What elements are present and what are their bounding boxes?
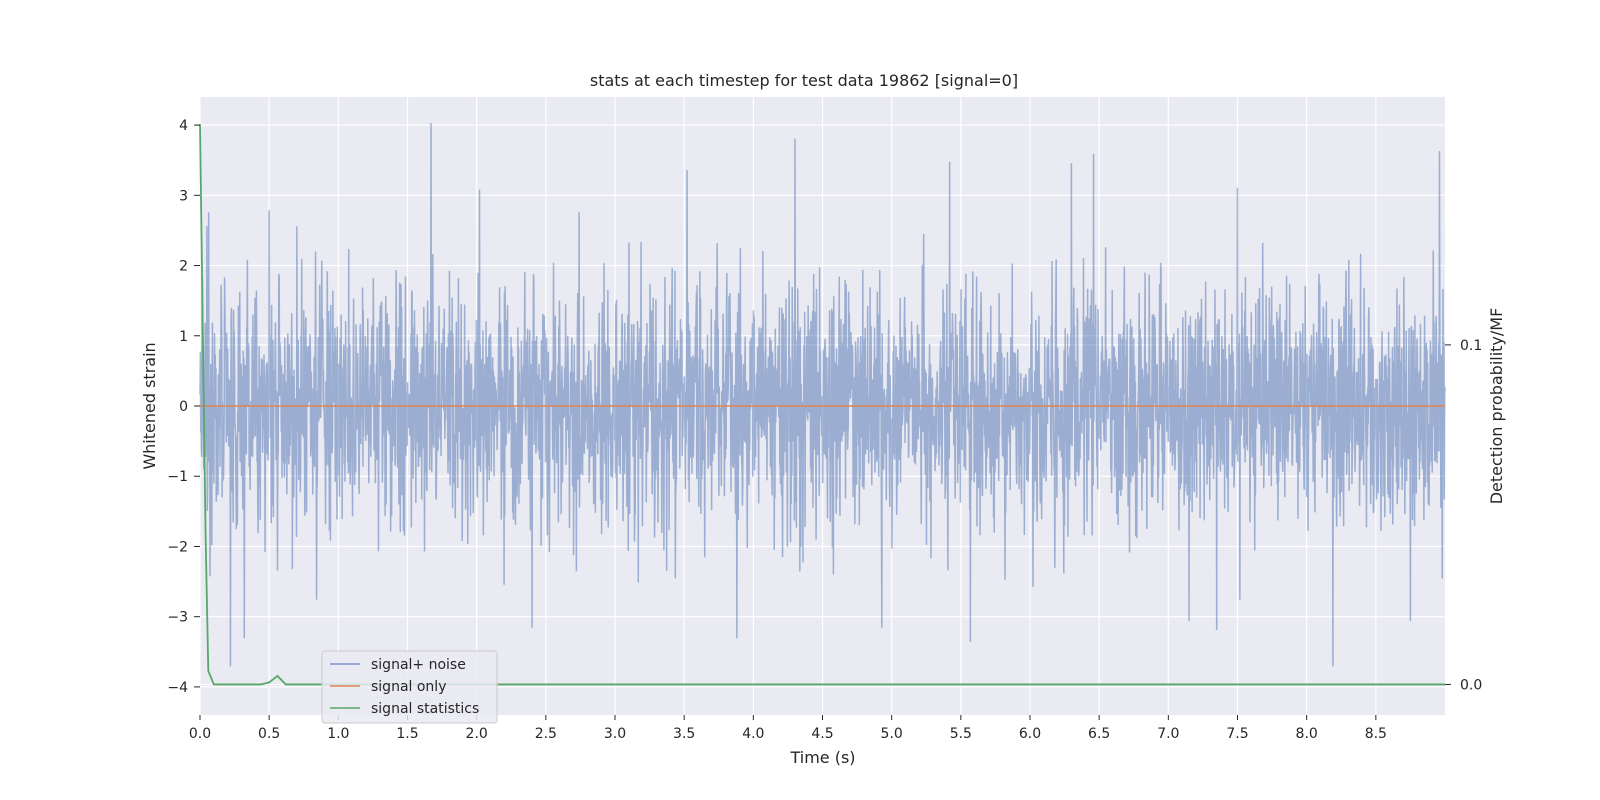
- x-tick-label: 3.5: [673, 726, 695, 742]
- legend-box: [321, 650, 498, 724]
- x-tick-label: 4.0: [742, 726, 764, 742]
- y-axis-ticks: 4 3 2 1 0 −1 −2 −3 −4: [167, 118, 200, 696]
- y-tick-label: −4: [167, 680, 188, 696]
- signal-statistics-series: [199, 124, 1445, 686]
- x-tick-label: 6.0: [1019, 726, 1041, 742]
- y2-axis-label: Detection probability/MF: [1487, 308, 1506, 505]
- x-tick-label: 1.5: [396, 726, 418, 742]
- y-tick-label: −2: [167, 539, 188, 555]
- x-tick-label: 5.5: [950, 726, 972, 742]
- y-tick-label: 3: [179, 188, 188, 204]
- x-tick-label: 2.5: [535, 726, 557, 742]
- y-tick-label: 4: [179, 118, 188, 134]
- legend-label-signal-noise: signal+ noise: [371, 657, 466, 673]
- x-axis-label: Time (s): [789, 748, 855, 767]
- x-tick-label: 2.0: [466, 726, 488, 742]
- x-axis-ticks: 0.0 0.5 1.0 1.5 2.0 2.5 3.0 3.5 4.0 4.5 5.0 5.5 6.0 6…: [189, 715, 1387, 742]
- x-tick-label: 5.0: [881, 726, 903, 742]
- x-tick-label: 0.5: [258, 726, 280, 742]
- y-tick-label: −1: [167, 469, 188, 485]
- x-tick-label: 1.0: [327, 726, 349, 742]
- x-tick-label: 8.5: [1365, 726, 1387, 742]
- y-axis-label: Whitened strain: [140, 342, 159, 469]
- signal-statistics-line: [199, 124, 1445, 686]
- x-tick-label: 4.5: [811, 726, 833, 742]
- y-tick-label: 0: [179, 399, 188, 415]
- y-tick-label: 2: [179, 259, 188, 275]
- y2-tick-label: 0.0: [1460, 677, 1482, 693]
- x-tick-label: 7.5: [1226, 726, 1248, 742]
- x-tick-label: 3.0: [604, 726, 626, 742]
- y2-axis-ticks: 0.1 0.0: [1445, 338, 1482, 693]
- chart-title: stats at each timestep for test data 198…: [590, 71, 1018, 90]
- legend: signal+ noise signal only signal statist…: [321, 650, 498, 724]
- x-tick-label: 7.0: [1157, 726, 1179, 742]
- legend-label-signal-statistics: signal statistics: [371, 701, 479, 717]
- signal-noise-series: [199, 122, 1446, 667]
- y-tick-label: −3: [167, 610, 188, 626]
- legend-label-signal-only: signal only: [371, 679, 446, 695]
- signal-noise-line: [199, 122, 1446, 667]
- x-tick-label: 6.5: [1088, 726, 1110, 742]
- y-tick-label: 1: [179, 329, 188, 345]
- x-tick-label: 0.0: [189, 726, 211, 742]
- x-tick-label: 8.0: [1296, 726, 1318, 742]
- y2-tick-label: 0.1: [1460, 338, 1482, 354]
